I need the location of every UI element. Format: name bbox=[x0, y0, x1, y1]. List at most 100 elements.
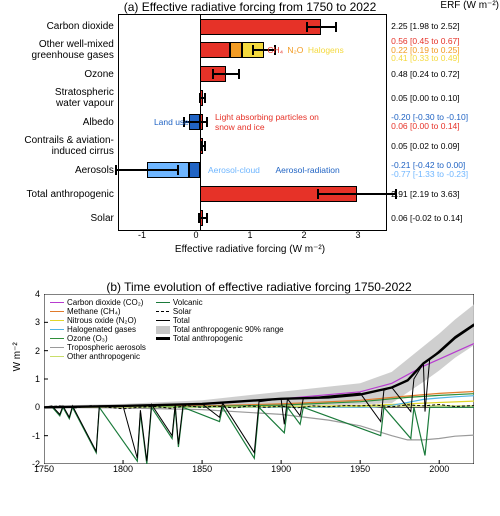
row-plot: Aerosol-cloud Aerosol-radiation bbox=[118, 158, 387, 182]
xtick: -1 bbox=[138, 230, 146, 240]
row-plot: Land useLight absorbing particles onsnow… bbox=[118, 110, 387, 134]
error-bar bbox=[213, 73, 239, 75]
ytick: 1 bbox=[26, 374, 40, 384]
erf-header: ERF (W m⁻²) bbox=[385, 0, 499, 14]
error-cap bbox=[212, 69, 214, 79]
bar bbox=[200, 42, 230, 58]
value-text: 0.48 [0.24 to 0.72] bbox=[391, 70, 500, 79]
legend-item: Total bbox=[156, 316, 284, 325]
legend-item: Total anthropogenic 90% range bbox=[156, 325, 284, 334]
error-cap bbox=[306, 22, 308, 32]
row-label: Stratosphericwater vapour bbox=[0, 87, 118, 109]
xtick: 1950 bbox=[350, 464, 370, 474]
bar bbox=[200, 19, 322, 35]
bar-annotation: Aerosol-radiation bbox=[275, 165, 339, 175]
xtick: 1 bbox=[247, 230, 252, 240]
xtick: 1850 bbox=[192, 464, 212, 474]
row-plot bbox=[118, 62, 387, 86]
legend-swatch bbox=[156, 311, 170, 312]
value-text: -0.77 [-1.33 to -0.23] bbox=[391, 170, 500, 179]
error-cap bbox=[238, 69, 240, 79]
series-volcanic bbox=[44, 407, 474, 464]
legend-swatch bbox=[156, 326, 170, 334]
row-values: 0.48 [0.24 to 0.72] bbox=[387, 70, 500, 79]
row-label: Albedo bbox=[0, 117, 118, 128]
figure-container: (a) Effective radiative forcing from 175… bbox=[0, 0, 500, 516]
panel-b: (b) Time evolution of effective radiativ… bbox=[0, 280, 500, 516]
legend-swatch bbox=[156, 337, 170, 339]
row-values: 0.05 [0.00 to 0.10] bbox=[387, 94, 500, 103]
bar-annotation: snow and ice bbox=[215, 122, 265, 132]
legend-label: Methane (CH₄) bbox=[67, 307, 121, 316]
legend-label: Total anthropogenic 90% range bbox=[173, 325, 284, 334]
panel-b-plot-wrap: W m⁻² -2-101234 175018001850190019502000… bbox=[44, 294, 500, 478]
legend-swatch bbox=[50, 329, 64, 330]
error-bar bbox=[318, 193, 396, 195]
error-cap bbox=[115, 165, 117, 175]
xtick: 1800 bbox=[113, 464, 133, 474]
panel-a: (a) Effective radiative forcing from 175… bbox=[0, 0, 500, 270]
legend-swatch bbox=[156, 302, 170, 303]
xtick: 1750 bbox=[34, 464, 54, 474]
error-cap bbox=[177, 165, 179, 175]
value-text: 0.05 [0.00 to 0.10] bbox=[391, 94, 500, 103]
legend-label: Total anthropogenic bbox=[173, 334, 243, 343]
legend-label: Nitrous oxide (N₂O) bbox=[67, 316, 136, 325]
error-cap bbox=[198, 213, 200, 223]
row-plot bbox=[118, 182, 387, 206]
row-label: Aerosols bbox=[0, 165, 118, 176]
value-text: 2.91 [2.19 to 3.63] bbox=[391, 190, 500, 199]
error-cap bbox=[395, 189, 397, 199]
error-cap bbox=[200, 141, 202, 151]
legend-swatch bbox=[50, 347, 64, 348]
legend-item: Carbon dioxide (CO₂) bbox=[50, 298, 146, 307]
bar bbox=[230, 42, 242, 58]
row-plot bbox=[118, 86, 387, 110]
error-cap bbox=[335, 22, 337, 32]
row-label: Total anthropogenic bbox=[0, 189, 118, 200]
row-label: Carbon dioxide bbox=[0, 21, 118, 32]
panel-a-row: Aerosols Aerosol-cloud Aerosol-radiation -0… bbox=[0, 158, 500, 182]
row-plot bbox=[118, 14, 387, 39]
row-label: Ozone bbox=[0, 69, 118, 80]
ytick: -1 bbox=[26, 431, 40, 441]
error-cap bbox=[206, 117, 208, 127]
legend-label: Ozone (O₃) bbox=[67, 334, 108, 343]
xtick: 3 bbox=[355, 230, 360, 240]
row-values: 0.05 [0.02 to 0.09] bbox=[387, 142, 500, 151]
row-label: Contrails & aviation-induced cirrus bbox=[0, 135, 118, 157]
legend-item: Total anthropogenic bbox=[156, 334, 284, 343]
legend-swatch bbox=[50, 356, 64, 357]
error-cap bbox=[204, 93, 206, 103]
row-label: Solar bbox=[0, 213, 118, 224]
bar-annotation: CH₄ bbox=[267, 45, 283, 55]
bar-annotation: N₂O bbox=[287, 45, 303, 55]
panel-b-xticks: 175018001850190019502000 bbox=[44, 464, 474, 478]
panel-a-row: Total anthropogenic 2.91 [2.19 to 3.63] bbox=[0, 182, 500, 206]
panel-b-ylabel: W m⁻² bbox=[12, 342, 23, 371]
ytick: 4 bbox=[26, 289, 40, 299]
panel-a-row: Contrails & aviation-induced cirrus 0.05 … bbox=[0, 134, 500, 158]
error-cap bbox=[317, 189, 319, 199]
legend-swatch bbox=[156, 320, 170, 321]
row-values: -0.20 [-0.30 to -0.10]0.06 [0.00 to 0.14… bbox=[387, 113, 500, 131]
error-cap bbox=[204, 141, 206, 151]
error-cap bbox=[199, 93, 201, 103]
xtick: 2000 bbox=[429, 464, 449, 474]
legend-item: Halogenated gases bbox=[50, 325, 146, 334]
xtick: 1900 bbox=[271, 464, 291, 474]
legend-label: Solar bbox=[173, 307, 192, 316]
panel-a-row: Carbon dioxide2.25 [1.98 to 2.52] bbox=[0, 14, 500, 38]
panel-a-xticks: -10123 bbox=[115, 230, 385, 244]
legend-swatch bbox=[50, 302, 64, 303]
bar-annotation: Aerosol-cloud bbox=[208, 165, 260, 175]
row-values: 2.91 [2.19 to 3.63] bbox=[387, 190, 500, 199]
panel-a-title: (a) Effective radiative forcing from 175… bbox=[115, 0, 385, 14]
bar-annotation: Halogens bbox=[308, 45, 344, 55]
legend-swatch bbox=[50, 338, 64, 339]
ytick: 2 bbox=[26, 346, 40, 356]
legend-label: Other anthropogenic bbox=[67, 352, 140, 361]
panel-a-row: Stratosphericwater vapour 0.05 [0.00 to 0… bbox=[0, 86, 500, 110]
xtick: 2 bbox=[301, 230, 306, 240]
legend-label: Carbon dioxide (CO₂) bbox=[67, 298, 143, 307]
